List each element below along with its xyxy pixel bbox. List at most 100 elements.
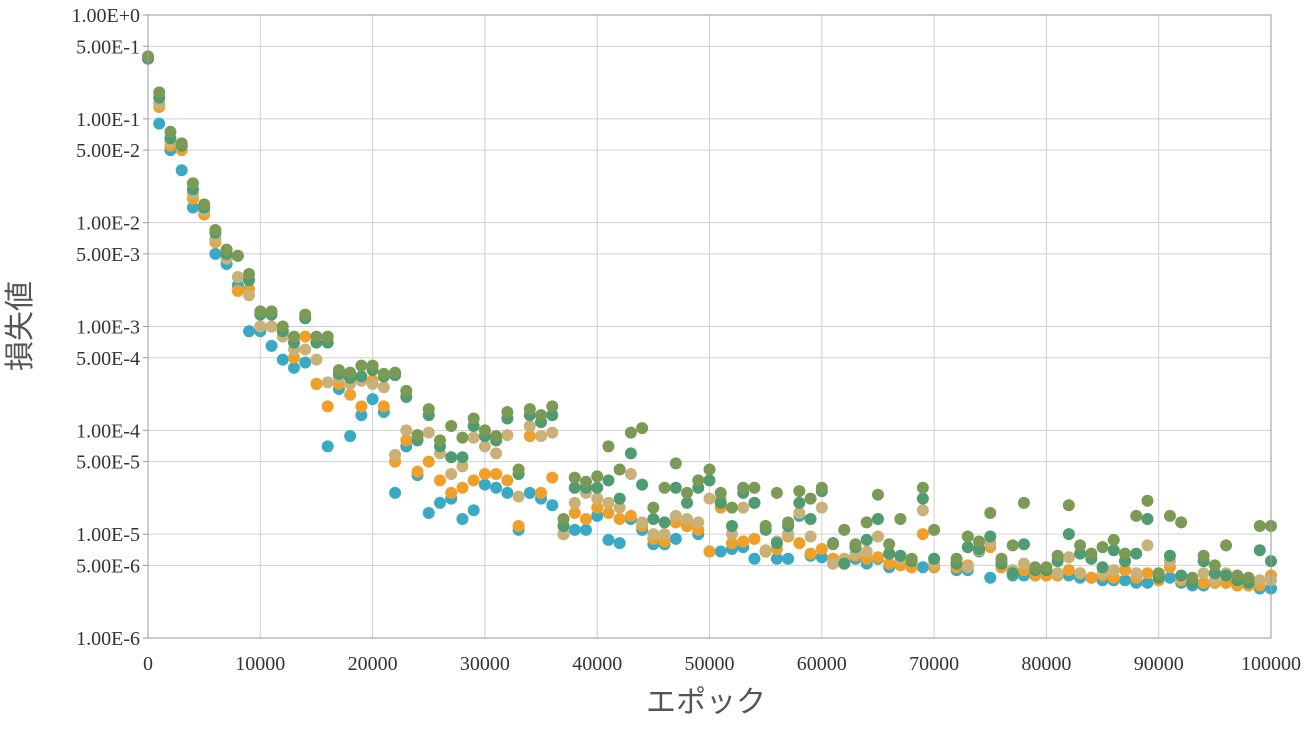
data-point — [883, 547, 896, 560]
data-point — [1006, 567, 1019, 580]
data-point — [782, 552, 795, 565]
data-point — [995, 552, 1008, 565]
data-point — [1029, 561, 1042, 574]
data-point — [1085, 571, 1098, 584]
data-point — [1062, 499, 1075, 512]
data-point — [344, 366, 357, 379]
data-point — [793, 496, 806, 509]
data-point — [1062, 551, 1075, 564]
data-point — [1163, 571, 1176, 584]
data-point — [1119, 564, 1132, 577]
data-point — [186, 201, 199, 214]
data-point — [815, 481, 828, 494]
data-point — [501, 429, 514, 442]
data-point — [838, 557, 851, 570]
data-point — [153, 86, 166, 99]
x-tick-label: 10000 — [235, 653, 285, 675]
data-point — [231, 284, 244, 297]
data-point — [669, 532, 682, 545]
data-point — [366, 359, 379, 372]
data-point — [501, 474, 514, 487]
data-point — [546, 409, 559, 422]
y-tick-label: 5.00E-2 — [76, 140, 140, 162]
data-point — [490, 447, 503, 460]
data-point — [815, 542, 828, 555]
data-point — [321, 400, 334, 413]
data-point — [793, 537, 806, 550]
data-point — [1197, 576, 1210, 589]
data-point — [501, 406, 514, 419]
data-point — [478, 467, 491, 480]
data-point — [198, 198, 211, 211]
y-tick-label: 5.00E-4 — [76, 348, 140, 370]
data-point — [916, 492, 929, 505]
data-point — [703, 492, 716, 505]
data-point — [748, 496, 761, 509]
data-point — [725, 528, 738, 541]
data-point — [883, 557, 896, 570]
data-point — [456, 451, 469, 464]
data-point — [714, 496, 727, 509]
data-point — [299, 308, 312, 321]
data-point — [849, 538, 862, 551]
data-point — [703, 463, 716, 476]
data-point — [265, 320, 278, 333]
data-point — [1220, 569, 1233, 582]
data-point — [1231, 569, 1244, 582]
data-point — [928, 552, 941, 565]
data-point — [961, 561, 974, 574]
data-point — [602, 506, 615, 519]
data-point — [681, 496, 694, 509]
data-point — [243, 268, 256, 281]
data-point — [186, 177, 199, 190]
data-point — [433, 434, 446, 447]
data-point — [681, 512, 694, 525]
data-point — [355, 400, 368, 413]
y-tick-label: 5.00E-3 — [76, 244, 140, 266]
data-point — [209, 247, 222, 260]
data-point — [602, 496, 615, 509]
data-point — [490, 467, 503, 480]
data-point — [254, 320, 267, 333]
data-point — [523, 430, 536, 443]
data-point — [1017, 538, 1030, 551]
data-point — [737, 481, 750, 494]
data-point — [624, 426, 637, 439]
data-point — [613, 463, 626, 476]
data-point — [467, 412, 480, 425]
data-point — [658, 528, 671, 541]
data-point — [456, 460, 469, 473]
data-point — [389, 486, 402, 499]
data-point — [602, 474, 615, 487]
data-points — [142, 50, 1277, 595]
data-point — [725, 519, 738, 532]
data-point — [871, 512, 884, 525]
data-point — [299, 356, 312, 369]
data-point — [175, 164, 188, 177]
data-point — [332, 364, 345, 377]
data-point — [265, 339, 278, 352]
data-point — [737, 501, 750, 514]
y-tick-label: 5.00E-5 — [76, 452, 140, 474]
data-point — [860, 533, 873, 546]
data-point — [681, 486, 694, 499]
data-point — [894, 512, 907, 525]
data-point — [400, 434, 413, 447]
data-point — [389, 448, 402, 461]
y-tick-label: 1.00E+0 — [72, 5, 141, 27]
data-point — [557, 512, 570, 525]
data-point — [1141, 512, 1154, 525]
data-point — [422, 455, 435, 468]
y-axis-title: 損失値 — [3, 281, 38, 371]
data-point — [478, 440, 491, 453]
data-point — [1141, 576, 1154, 589]
data-point — [1096, 561, 1109, 574]
data-point — [490, 430, 503, 443]
data-point — [568, 496, 581, 509]
data-point — [624, 509, 637, 522]
data-point — [602, 440, 615, 453]
data-point — [703, 545, 716, 558]
data-point — [344, 430, 357, 443]
data-point — [546, 499, 559, 512]
data-point — [725, 501, 738, 514]
